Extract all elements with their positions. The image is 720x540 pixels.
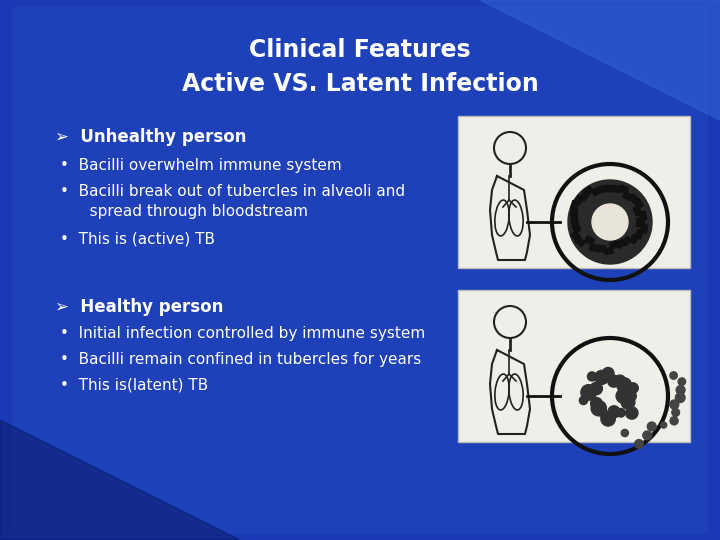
Bar (571, 213, 577, 221)
Circle shape (670, 372, 678, 379)
Circle shape (643, 431, 652, 440)
Bar (609, 241, 619, 249)
Bar (605, 185, 613, 192)
Circle shape (678, 378, 685, 386)
Text: •  Initial infection controlled by immune system: • Initial infection controlled by immune… (60, 326, 426, 341)
Circle shape (661, 422, 667, 428)
Bar (571, 231, 581, 241)
Circle shape (568, 180, 652, 264)
FancyBboxPatch shape (12, 6, 708, 534)
Bar (585, 236, 595, 245)
Bar (623, 192, 633, 201)
Text: ➢  Unhealthy person: ➢ Unhealthy person (55, 128, 246, 146)
FancyBboxPatch shape (458, 116, 690, 268)
Circle shape (590, 382, 603, 395)
FancyBboxPatch shape (458, 290, 690, 442)
Circle shape (672, 409, 680, 416)
Circle shape (598, 408, 607, 417)
Bar (634, 199, 644, 208)
Bar (571, 218, 579, 227)
Circle shape (626, 407, 638, 419)
Circle shape (616, 408, 625, 417)
Text: •  Bacilli overwhelm immune system: • Bacilli overwhelm immune system (60, 158, 342, 173)
Text: Active VS. Latent Infection: Active VS. Latent Infection (181, 72, 539, 96)
Text: •  This is(latent) TB: • This is(latent) TB (60, 378, 208, 393)
Bar (636, 218, 642, 226)
Circle shape (580, 396, 588, 404)
Circle shape (588, 372, 597, 381)
Circle shape (647, 422, 656, 431)
Circle shape (675, 393, 685, 402)
Bar (570, 200, 579, 210)
Text: Clinical Features: Clinical Features (249, 38, 471, 62)
Bar (619, 185, 629, 193)
Circle shape (676, 386, 685, 394)
Circle shape (614, 375, 626, 387)
Circle shape (595, 370, 609, 384)
Polygon shape (0, 420, 240, 540)
Bar (589, 244, 598, 252)
Bar (612, 185, 621, 193)
Polygon shape (480, 0, 720, 120)
Bar (583, 186, 593, 196)
Bar (571, 207, 577, 215)
Text: spread through bloodstream: spread through bloodstream (75, 204, 308, 219)
Bar (580, 191, 589, 201)
Bar (621, 236, 631, 246)
Bar (635, 230, 644, 239)
Circle shape (621, 395, 635, 409)
Bar (639, 211, 647, 220)
Bar (640, 224, 648, 233)
Bar (638, 218, 644, 226)
Circle shape (617, 377, 631, 393)
Circle shape (601, 411, 616, 426)
Circle shape (602, 368, 614, 379)
Circle shape (591, 401, 606, 416)
Text: •  This is (active) TB: • This is (active) TB (60, 232, 215, 247)
Circle shape (590, 397, 602, 409)
Text: ➢  Healthy person: ➢ Healthy person (55, 298, 223, 316)
Circle shape (670, 417, 678, 425)
Text: •  Bacilli break out of tubercles in alveoli and: • Bacilli break out of tubercles in alve… (60, 184, 405, 199)
Bar (629, 194, 639, 204)
Bar (575, 237, 585, 247)
Circle shape (608, 375, 620, 387)
Bar (598, 185, 607, 193)
Bar (629, 234, 639, 244)
Bar (575, 195, 583, 205)
Bar (616, 239, 626, 248)
Circle shape (634, 440, 644, 448)
Bar (597, 246, 606, 252)
Circle shape (592, 204, 628, 240)
Bar (633, 206, 642, 216)
Text: •  Bacilli remain confined in tubercles for years: • Bacilli remain confined in tubercles f… (60, 352, 421, 367)
Circle shape (626, 391, 636, 401)
Bar (592, 187, 601, 196)
Circle shape (670, 400, 679, 409)
Circle shape (608, 406, 620, 418)
Bar (604, 247, 613, 254)
Bar (572, 223, 581, 233)
Circle shape (628, 383, 638, 393)
Circle shape (581, 384, 596, 400)
Circle shape (621, 429, 629, 437)
Circle shape (616, 389, 630, 403)
